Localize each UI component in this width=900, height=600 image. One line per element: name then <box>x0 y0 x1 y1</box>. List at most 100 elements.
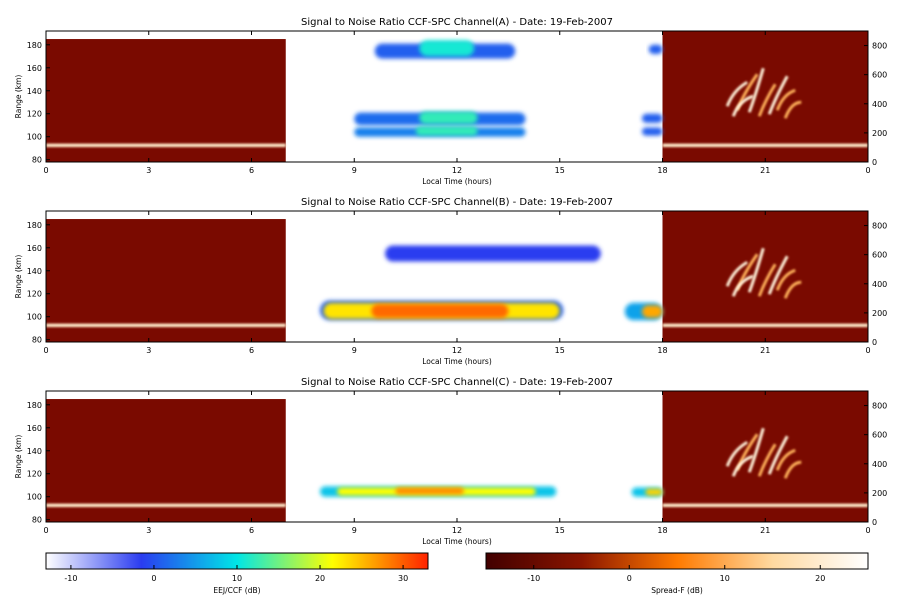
x-axis-label: Local Time (hours) <box>422 537 492 546</box>
y-tick-label: 100 <box>27 493 42 502</box>
colorbar-tick-label: -10 <box>527 574 540 583</box>
y2-tick-label: 400 <box>872 460 887 469</box>
x-axis-label: Local Time (hours) <box>422 177 492 186</box>
y-tick-label: 140 <box>27 267 42 276</box>
x-tick-label: 18 <box>657 526 667 535</box>
y-tick-label: 120 <box>27 110 42 119</box>
spread-f-plume-stroke <box>747 247 765 293</box>
y2-tick-label: 600 <box>872 251 887 260</box>
x-tick-label: 12 <box>452 526 462 535</box>
x-tick-label: 9 <box>352 166 357 175</box>
colorbar-tick-label: -10 <box>64 574 77 583</box>
eej-echo-region <box>641 305 663 318</box>
panel-title: Signal to Noise Ratio CCF-SPC Channel(C)… <box>301 377 613 388</box>
spread-f-plume-stroke <box>783 280 802 299</box>
spread-f-echo-layer <box>46 323 286 328</box>
spread-f-echo-layer <box>662 323 868 328</box>
y2-tick-label: 600 <box>872 431 887 440</box>
spread-f-window-left <box>46 219 286 342</box>
eej-echo-region <box>641 127 663 136</box>
x-tick-label: 21 <box>760 166 770 175</box>
x-tick-label: 12 <box>452 166 462 175</box>
spread-f-plume-stroke <box>783 460 802 479</box>
spread-f-plume-stroke <box>731 454 754 477</box>
y-tick-label: 160 <box>27 424 42 433</box>
y2-tick-label: 400 <box>872 280 887 289</box>
panel-c: Signal to Noise Ratio CCF-SPC Channel(C)… <box>14 377 887 546</box>
y2-tick-label: 800 <box>872 222 887 231</box>
spread-f-window-left <box>46 399 286 522</box>
spread-f-plume-stroke <box>725 440 749 467</box>
x-tick-label: 6 <box>249 166 254 175</box>
x-axis-label: Local Time (hours) <box>422 357 492 366</box>
eej-echo-region <box>419 40 475 57</box>
y-tick-label: 180 <box>27 401 42 410</box>
colorbar-gradient <box>485 552 869 570</box>
y2-tick-label: 0 <box>872 158 877 167</box>
y-tick-label: 160 <box>27 64 42 73</box>
colorbar-eej: -10 0 10 20 30 EEJ/CCF (dB) <box>45 552 429 595</box>
spread-f-echo-layer <box>46 503 286 508</box>
y-tick-label: 120 <box>27 470 42 479</box>
x-tick-label: 18 <box>657 166 667 175</box>
y-tick-label: 140 <box>27 87 42 96</box>
eej-echo-region <box>641 113 663 123</box>
x-tick-label: 9 <box>352 346 357 355</box>
spread-f-window-right <box>662 31 868 162</box>
x-tick-label: 6 <box>249 526 254 535</box>
x-tick-label: 15 <box>555 166 565 175</box>
panel-title: Signal to Noise Ratio CCF-SPC Channel(A)… <box>301 17 613 28</box>
spread-f-plume-stroke <box>757 263 777 297</box>
eej-echo-region <box>395 487 464 495</box>
y-tick-label: 100 <box>27 133 42 142</box>
y-tick-label: 140 <box>27 447 42 456</box>
y2-tick-label: 0 <box>872 338 877 347</box>
eej-echo-region <box>645 488 663 496</box>
x-tick-label: 0 <box>865 526 870 535</box>
spread-f-plume-stroke <box>757 83 777 117</box>
eej-echo-region <box>415 126 478 136</box>
y2-tick-label: 800 <box>872 402 887 411</box>
spread-f-echo-layer <box>46 143 286 148</box>
y2-tick-label: 0 <box>872 518 877 527</box>
x-tick-label: 21 <box>760 526 770 535</box>
colorbar-tick-label: 0 <box>627 574 632 583</box>
panel-title: Signal to Noise Ratio CCF-SPC Channel(B)… <box>301 197 613 208</box>
colorbar-tick-label: 10 <box>720 574 730 583</box>
x-tick-label: 18 <box>657 346 667 355</box>
y-tick-label: 180 <box>27 41 42 50</box>
spread-f-plume-stroke <box>775 268 796 291</box>
spread-f-plume-stroke <box>767 75 789 115</box>
spread-f-window-right <box>662 391 868 522</box>
spread-f-echo-layer <box>662 143 868 148</box>
x-tick-label: 12 <box>452 346 462 355</box>
x-tick-label: 0 <box>43 346 48 355</box>
y2-tick-label: 200 <box>872 489 887 498</box>
spread-f-window-right <box>662 211 868 342</box>
spread-f-window-left <box>46 39 286 162</box>
x-tick-label: 3 <box>146 166 151 175</box>
colorbar-tick-label: 20 <box>815 574 825 583</box>
x-tick-label: 0 <box>43 166 48 175</box>
spread-f-plume-stroke <box>725 260 749 287</box>
spread-f-plume <box>725 67 802 119</box>
panel-a: Signal to Noise Ratio CCF-SPC Channel(A)… <box>14 17 887 186</box>
spread-f-plume-stroke <box>747 67 765 113</box>
spread-f-plume <box>725 427 802 479</box>
colorbar-tick-label: 30 <box>398 574 408 583</box>
eej-echo-region <box>371 304 509 318</box>
x-tick-label: 3 <box>146 526 151 535</box>
x-tick-label: 15 <box>555 526 565 535</box>
x-tick-label: 15 <box>555 346 565 355</box>
eej-echo-region <box>419 111 478 125</box>
x-tick-label: 9 <box>352 526 357 535</box>
y-axis-label: Range (km) <box>14 75 23 119</box>
y-axis-label: Range (km) <box>14 435 23 479</box>
y-axis-label: Range (km) <box>14 255 23 299</box>
spread-f-plume-stroke <box>783 100 802 119</box>
spread-f-plume-stroke <box>775 88 796 111</box>
spread-f-plume <box>725 247 802 299</box>
eej-echo-region <box>385 245 601 262</box>
colorbar-tick-label: 0 <box>151 574 156 583</box>
spread-f-plume-stroke <box>767 435 789 475</box>
